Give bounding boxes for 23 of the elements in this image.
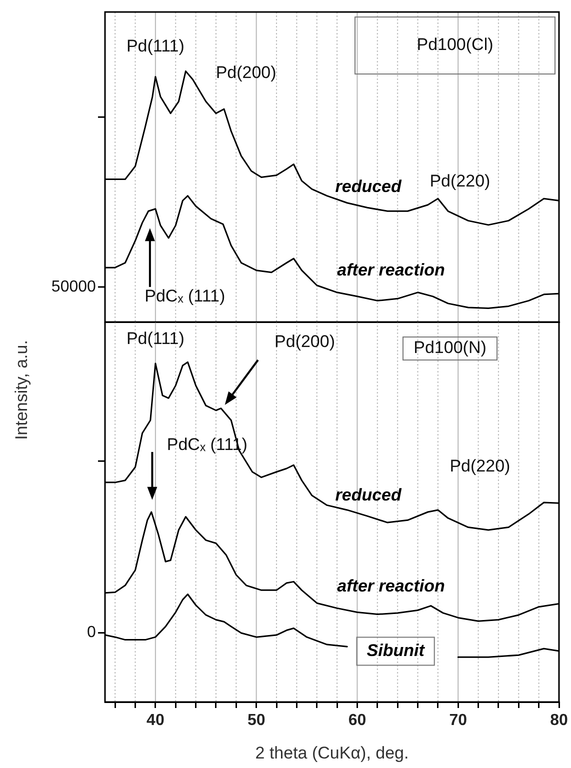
chart-title: Pd100(N): [414, 338, 486, 358]
series-label: reduced: [335, 176, 402, 196]
annotation: Pd(220): [450, 456, 510, 476]
x-tick-label: 70: [449, 712, 468, 730]
chart-title: Pd100(Cl): [416, 35, 494, 54]
y-axis-title: Intensity, a.u.: [12, 340, 32, 440]
series-label: Sibunit: [366, 640, 426, 660]
series-label: after reaction: [337, 576, 445, 596]
annotation: Pd(111): [126, 329, 184, 348]
series-label: after reaction: [337, 260, 445, 280]
x-tick-label: 80: [550, 712, 568, 730]
annotation: Pd(200): [216, 62, 276, 82]
annotation: PdCₓ (111): [144, 286, 226, 306]
x-tick-label: 50: [247, 712, 266, 730]
series-label: reduced: [335, 486, 402, 505]
annotation: Pd(220): [430, 171, 490, 190]
x-tick-label: 40: [146, 712, 164, 730]
text: Pd(200): [274, 332, 335, 351]
annotation: Pd(111): [126, 36, 184, 56]
x-axis-title: 2 theta (CuKα), deg.: [255, 743, 409, 762]
text: 50000: [51, 278, 96, 296]
text: 0: [87, 624, 96, 642]
x-tick-label: 60: [348, 712, 366, 730]
